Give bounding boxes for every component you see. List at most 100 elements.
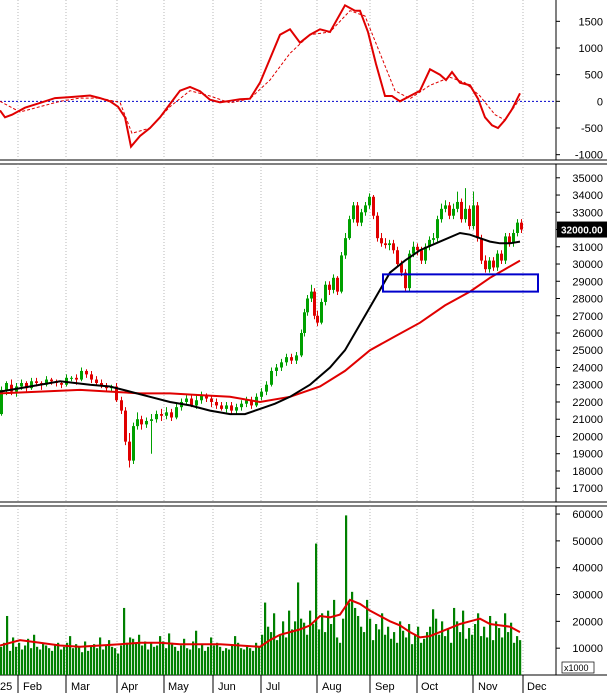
volume-bar bbox=[237, 642, 240, 675]
candle-body bbox=[484, 260, 487, 270]
volume-bar bbox=[69, 636, 72, 675]
volume-bar bbox=[306, 634, 309, 675]
candle-body bbox=[165, 412, 168, 416]
candle-body bbox=[512, 232, 515, 244]
volume-bar bbox=[480, 636, 483, 675]
y-tick-label: -500 bbox=[581, 123, 603, 135]
volume-bar bbox=[228, 649, 231, 675]
candle-body bbox=[468, 208, 471, 227]
volume-bar bbox=[9, 650, 12, 675]
y-tick-label: 40000 bbox=[572, 563, 603, 575]
volume-bar bbox=[12, 637, 15, 675]
volume-bar bbox=[204, 650, 207, 675]
candle-body bbox=[460, 201, 463, 220]
volume-bar bbox=[48, 648, 51, 675]
volume-bar bbox=[315, 543, 318, 675]
volume-bar bbox=[372, 640, 375, 675]
volume-bar bbox=[390, 638, 393, 675]
volume-bar bbox=[510, 622, 513, 675]
y-tick-label: 24000 bbox=[572, 362, 603, 374]
volume-bar bbox=[192, 641, 195, 675]
candle-body bbox=[492, 260, 495, 268]
candle-body bbox=[508, 236, 511, 244]
volume-bar bbox=[150, 642, 153, 675]
volume-bar bbox=[348, 602, 351, 675]
volume-bar bbox=[450, 642, 453, 675]
volume-bar bbox=[486, 637, 489, 675]
y-tick-label: 34000 bbox=[572, 190, 603, 202]
volume-bar bbox=[219, 646, 222, 675]
candle-body bbox=[95, 379, 98, 384]
volume-bar bbox=[489, 615, 492, 675]
volume-bar bbox=[402, 630, 405, 675]
candle-body bbox=[364, 205, 367, 213]
candle-body bbox=[35, 381, 38, 384]
volume-bar bbox=[330, 624, 333, 675]
candle-body bbox=[132, 426, 135, 461]
candle-body bbox=[235, 407, 238, 411]
candle-body bbox=[136, 419, 139, 427]
volume-bar bbox=[180, 645, 183, 675]
x-tick-label: Jun bbox=[218, 681, 236, 693]
volume-bar bbox=[198, 648, 201, 675]
volume-bar bbox=[207, 646, 210, 675]
candle-body bbox=[520, 222, 523, 230]
volume-bar bbox=[273, 613, 276, 675]
candle-body bbox=[388, 243, 391, 246]
volume-panel: 60000 50000 40000 30000 20000 10000 x1000 bbox=[0, 505, 607, 676]
x-tick-label: Feb bbox=[23, 681, 42, 693]
volume-bar bbox=[285, 637, 288, 675]
candle-body bbox=[250, 400, 253, 406]
volume-bar bbox=[417, 626, 420, 675]
candle-body bbox=[328, 284, 331, 290]
volume-bar bbox=[3, 642, 6, 675]
candle-body bbox=[270, 370, 273, 385]
candle-body bbox=[452, 208, 455, 216]
candle-body bbox=[0, 389, 3, 415]
candle-body bbox=[5, 383, 8, 390]
y-tick-label: 35000 bbox=[572, 173, 603, 185]
candle-body bbox=[420, 250, 423, 261]
volume-bar bbox=[513, 642, 516, 675]
candle-body bbox=[25, 383, 28, 389]
volume-bar bbox=[516, 636, 519, 675]
volume-bar bbox=[435, 618, 438, 675]
candle-body bbox=[30, 381, 33, 389]
volume-bar bbox=[186, 648, 189, 675]
volume-bar bbox=[30, 648, 33, 675]
candle-body bbox=[60, 383, 63, 385]
support-zone-box bbox=[382, 273, 539, 293]
volume-bar bbox=[447, 629, 450, 675]
candle-body bbox=[310, 291, 313, 299]
candle-body bbox=[90, 374, 93, 380]
volume-bar bbox=[441, 621, 444, 675]
candle-body bbox=[303, 312, 306, 333]
y-tick-label: 18000 bbox=[572, 466, 603, 478]
candle-body bbox=[245, 400, 248, 404]
volume-bar bbox=[183, 638, 186, 675]
volume-bar bbox=[42, 642, 45, 675]
volume-bar bbox=[240, 648, 243, 675]
volume-bar bbox=[345, 515, 348, 675]
volume-bar bbox=[54, 645, 57, 675]
candle-body bbox=[456, 201, 459, 209]
volume-bar bbox=[318, 629, 321, 675]
y-tick-label: 31000 bbox=[572, 242, 603, 254]
volume-bar bbox=[99, 637, 102, 675]
volume-bar bbox=[174, 646, 177, 675]
candle-body bbox=[280, 362, 283, 368]
candle-body bbox=[220, 405, 223, 409]
volume-bar bbox=[324, 632, 327, 675]
candle-body bbox=[128, 441, 131, 461]
x-tick-label: Nov bbox=[478, 681, 498, 693]
volume-bar bbox=[414, 634, 417, 675]
volume-bar bbox=[258, 646, 261, 675]
volume-bar bbox=[342, 618, 345, 675]
volume-bar bbox=[93, 644, 96, 675]
volume-bar bbox=[135, 642, 138, 675]
candle-body bbox=[295, 355, 298, 361]
candle-body bbox=[404, 272, 407, 289]
x-tick-label: 25 bbox=[0, 681, 12, 693]
volume-bar bbox=[327, 610, 330, 675]
x-tick-label: May bbox=[168, 681, 189, 693]
